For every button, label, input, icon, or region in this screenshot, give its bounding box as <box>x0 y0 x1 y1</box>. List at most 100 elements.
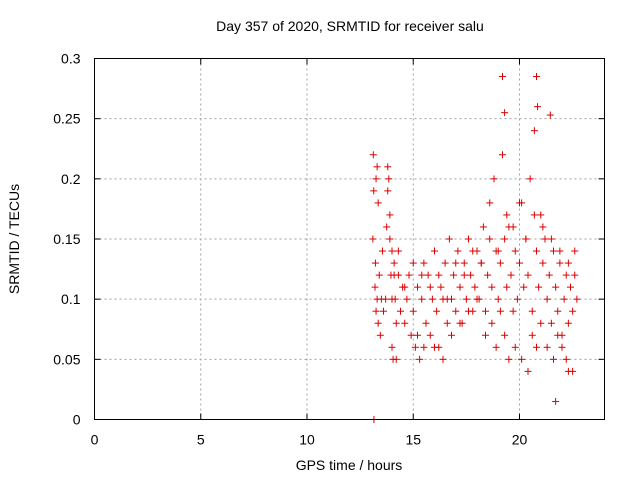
data-point <box>414 331 421 339</box>
data-point <box>516 259 523 267</box>
data-point <box>431 247 438 255</box>
data-point <box>431 343 438 351</box>
data-point <box>388 343 396 351</box>
data-point <box>541 235 549 243</box>
data-point <box>530 211 538 219</box>
data-point <box>524 271 532 279</box>
data-point <box>539 223 547 231</box>
data-point <box>405 271 413 279</box>
data-point <box>501 109 509 117</box>
data-point <box>492 343 500 351</box>
data-point <box>394 271 402 279</box>
data-point <box>518 355 526 363</box>
data-point <box>494 247 502 255</box>
data-point <box>462 295 470 303</box>
data-point <box>378 247 386 255</box>
data-point <box>534 103 542 111</box>
data-point <box>562 355 570 363</box>
data-point <box>546 111 554 119</box>
data-point <box>416 355 424 363</box>
y-tick-label: 0.15 <box>53 231 80 247</box>
data-point <box>411 343 419 351</box>
data-point <box>373 163 381 171</box>
data-point <box>533 247 540 255</box>
data-point <box>460 271 468 279</box>
data-point <box>552 397 560 405</box>
data-point <box>409 259 417 267</box>
data-point <box>370 187 378 195</box>
data-point <box>513 295 521 303</box>
data-point <box>520 283 528 291</box>
data-point <box>418 295 426 303</box>
data-point <box>488 319 496 327</box>
data-point <box>439 355 447 363</box>
data-point <box>372 307 380 315</box>
data-point <box>501 331 509 339</box>
data-point <box>509 223 517 231</box>
data-point <box>374 199 382 207</box>
data-point <box>452 307 460 315</box>
data-point <box>394 247 402 255</box>
data-point <box>443 319 451 327</box>
data-point <box>511 343 519 351</box>
data-point <box>486 199 494 207</box>
data-point <box>511 247 519 255</box>
data-point <box>560 295 568 303</box>
data-point <box>424 271 432 279</box>
data-point <box>386 211 394 219</box>
data-point <box>556 259 564 267</box>
data-point <box>558 343 566 351</box>
data-point <box>522 235 530 243</box>
data-point <box>376 331 384 339</box>
data-point <box>426 331 434 339</box>
y-tick-label: 0.2 <box>61 171 81 187</box>
data-point <box>384 187 392 195</box>
data-point <box>486 235 494 243</box>
data-point <box>401 319 409 327</box>
data-point <box>433 307 441 315</box>
data-point <box>571 247 579 255</box>
data-point <box>524 367 532 375</box>
data-point <box>369 235 377 243</box>
data-point <box>473 295 481 303</box>
data-point <box>390 259 398 267</box>
data-point <box>552 283 560 291</box>
y-tick-label: 0 <box>73 412 81 428</box>
data-point <box>564 367 572 375</box>
data-point <box>369 151 377 159</box>
data-point <box>550 247 557 255</box>
data-point <box>554 307 562 315</box>
x-tick-label: 0 <box>91 432 99 448</box>
data-point <box>380 307 387 315</box>
data-point <box>528 307 536 315</box>
data-point <box>567 283 574 291</box>
data-point <box>490 175 498 183</box>
data-point <box>469 247 477 255</box>
data-point <box>397 307 404 315</box>
data-point <box>547 235 555 243</box>
data-point <box>418 271 426 279</box>
grid-lines <box>94 58 605 420</box>
data-point <box>499 151 506 159</box>
data-point <box>374 319 382 327</box>
data-point <box>467 271 475 279</box>
data-point <box>503 283 511 291</box>
data-point <box>388 295 396 303</box>
data-point <box>516 199 523 207</box>
data-point <box>448 331 455 339</box>
data-point <box>537 319 545 327</box>
data-point <box>537 211 545 219</box>
data-point <box>388 247 396 255</box>
data-point <box>435 271 443 279</box>
data-point <box>545 271 553 279</box>
axis-ticks: 0 0.05 0.1 0.15 0.2 0.25 0.3 0 5 10 15 20 <box>53 51 605 448</box>
data-point <box>375 271 383 279</box>
data-point <box>564 319 572 327</box>
x-tick-label: 15 <box>405 432 421 448</box>
x-tick-label: 10 <box>299 432 315 448</box>
data-point <box>479 223 487 231</box>
data-point <box>443 295 451 303</box>
y-tick-label: 0.25 <box>53 111 80 127</box>
data-point <box>562 271 570 279</box>
